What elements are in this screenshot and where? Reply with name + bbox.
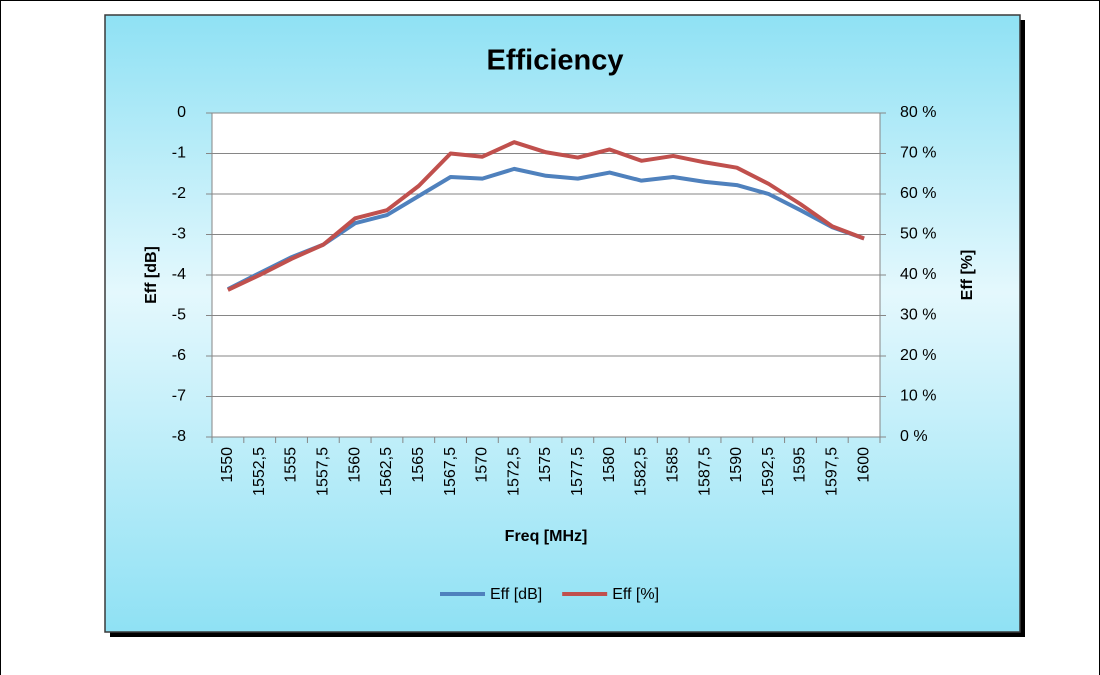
x-tick-label: 1577,5 xyxy=(569,447,586,496)
y2-tick-label: 40 % xyxy=(900,266,936,283)
y-axis-label: Eff [dB] xyxy=(143,246,160,304)
x-tick-label: 1595 xyxy=(792,447,809,483)
x-tick-label: 1597,5 xyxy=(824,447,841,496)
y2-tick-label: 70 % xyxy=(900,145,936,162)
x-tick-label: 1587,5 xyxy=(696,447,713,496)
x-tick-label: 1585 xyxy=(664,447,681,483)
x-tick-label: 1592,5 xyxy=(760,447,777,496)
x-tick-label: 1552,5 xyxy=(251,447,268,496)
legend-label: Eff [dB] xyxy=(490,586,542,603)
y-tick-label: 0 xyxy=(177,104,186,121)
y-tick-label: -3 xyxy=(172,226,186,243)
y-tick-label: -8 xyxy=(172,428,186,445)
y2-tick-label: 30 % xyxy=(900,307,936,324)
x-axis-label: Freq [MHz] xyxy=(505,528,588,545)
x-tick-label: 1562,5 xyxy=(378,447,395,496)
x-tick-label: 1590 xyxy=(728,447,745,483)
y2-tick-label: 20 % xyxy=(900,347,936,364)
x-tick-label: 1560 xyxy=(346,447,363,483)
y2-tick-label: 0 % xyxy=(900,428,928,445)
x-tick-label: 1550 xyxy=(219,447,236,483)
y2-axis-label: Eff [%] xyxy=(959,250,976,301)
y-tick-label: -4 xyxy=(172,266,186,283)
x-tick-label: 1582,5 xyxy=(633,447,650,496)
x-tick-label: 1575 xyxy=(537,447,554,483)
y2-tick-label: 50 % xyxy=(900,226,936,243)
x-tick-label: 1570 xyxy=(474,447,491,483)
x-tick-label: 1565 xyxy=(410,447,427,483)
chart-title: Efficiency xyxy=(487,45,624,77)
series-line xyxy=(227,140,865,292)
legend-label: Eff [%] xyxy=(612,586,659,603)
y2-tick-label: 10 % xyxy=(900,388,936,405)
y2-tick-label: 60 % xyxy=(900,185,936,202)
x-tick-label: 1567,5 xyxy=(442,447,459,496)
x-tick-label: 1555 xyxy=(283,447,300,483)
x-tick-label: 1572,5 xyxy=(505,447,522,496)
x-tick-label: 1600 xyxy=(855,447,872,483)
y-tick-label: -1 xyxy=(172,145,186,162)
y-tick-label: -2 xyxy=(172,185,186,202)
y-tick-label: -5 xyxy=(172,307,186,324)
y2-tick-label: 80 % xyxy=(900,104,936,121)
x-tick-label: 1557,5 xyxy=(315,447,332,496)
y-tick-label: -6 xyxy=(172,347,186,364)
y-tick-label: -7 xyxy=(172,388,186,405)
x-tick-label: 1580 xyxy=(601,447,618,483)
